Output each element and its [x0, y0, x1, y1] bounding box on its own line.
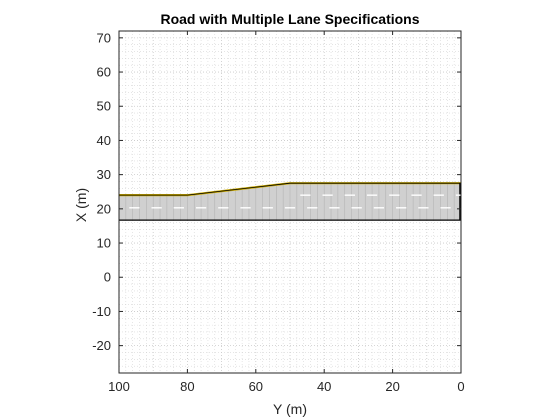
road-surface	[119, 182, 461, 221]
x-tick-label: 40	[317, 379, 331, 394]
x-tick-label: 20	[385, 379, 399, 394]
lane-markings	[129, 194, 467, 209]
x-tick-label: 100	[108, 379, 130, 394]
axes-box	[118, 30, 462, 374]
y-tick-label: 40	[97, 133, 111, 148]
y-tick-label: 70	[97, 30, 111, 45]
y-axis-label: X (m)	[73, 188, 89, 222]
y-tick-label: 60	[97, 65, 111, 80]
chart-title: Road with Multiple Lane Specifications	[160, 11, 419, 27]
y-tick-label: 0	[104, 270, 111, 285]
y-tick-label: 10	[97, 236, 111, 251]
x-tick-label: 80	[180, 379, 194, 394]
y-tick-label: -10	[92, 304, 111, 319]
x-tick-label: 0	[457, 379, 464, 394]
y-tick-label: 20	[97, 201, 111, 216]
y-tick-label: 50	[97, 99, 111, 114]
top-edge-border	[119, 182, 461, 196]
x-tick-label: 60	[249, 379, 263, 394]
y-tick-label: 30	[97, 167, 111, 182]
x-axis-label: Y (m)	[273, 401, 307, 417]
y-tick-label: -20	[92, 338, 111, 353]
